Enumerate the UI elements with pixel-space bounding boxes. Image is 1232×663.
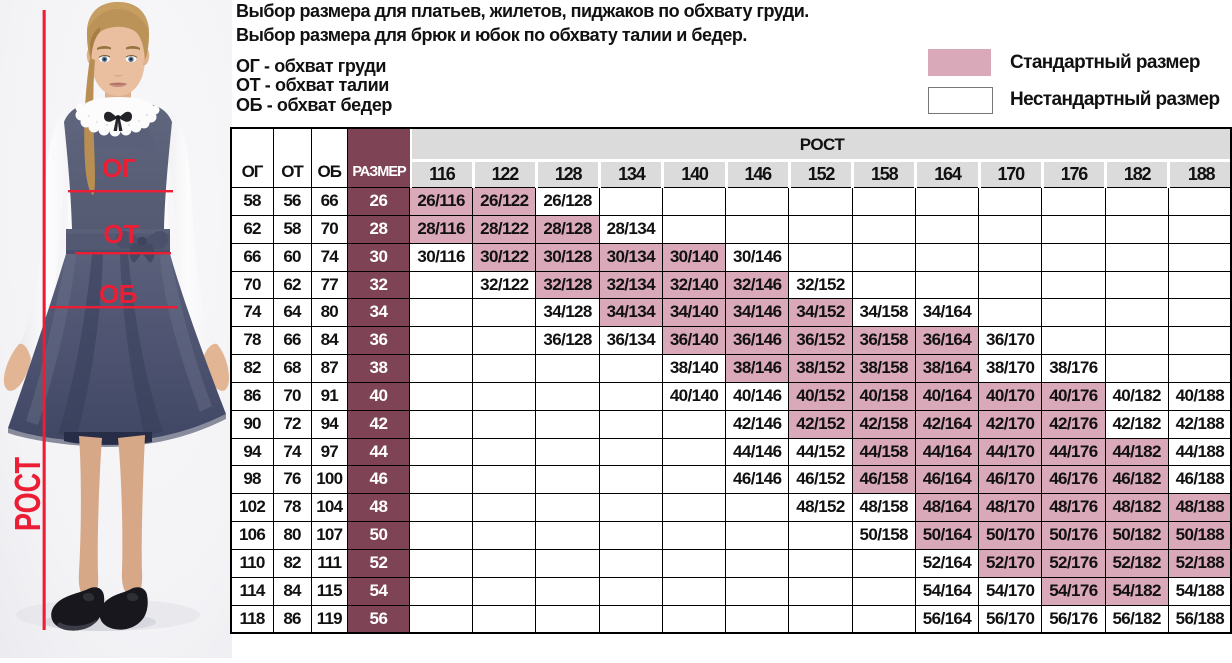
svg-text:ОГ: ОГ — [102, 153, 137, 183]
svg-text:ОБ: ОБ — [99, 279, 137, 309]
svg-text:ОТ: ОТ — [103, 219, 139, 249]
svg-text:РОСТ: РОСТ — [7, 457, 48, 531]
